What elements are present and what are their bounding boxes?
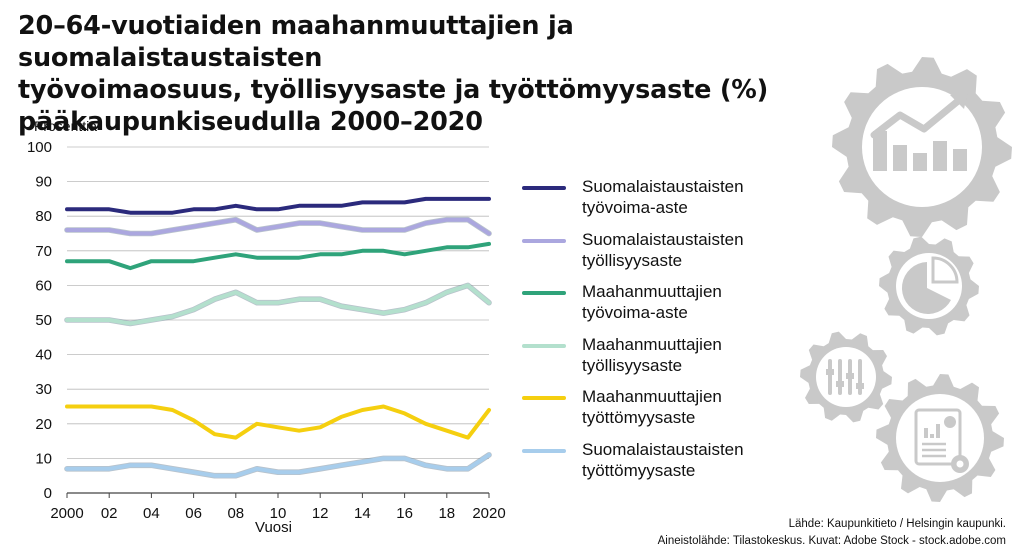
legend-item: Suomalaistaustaisten työvoima-aste [522, 176, 832, 229]
y-tick-label: 90 [35, 174, 52, 191]
line-chart-gear-icon [832, 57, 1012, 237]
legend-swatch [522, 343, 566, 348]
x-tick-label: 2000 [50, 505, 83, 522]
report-bar [936, 424, 940, 438]
legend-swatch [522, 291, 566, 295]
legend-swatch [522, 186, 566, 190]
report-bar [924, 428, 928, 438]
y-tick-label: 40 [35, 347, 52, 364]
legend-item: Maahanmuuttajien työllisyysaste [522, 334, 832, 387]
x-tick-label: 02 [101, 505, 118, 522]
legend-label: Suomalaistaustaisten työttömyysaste [582, 439, 832, 481]
x-tick-label: 04 [143, 505, 160, 522]
x-tick-label: 12 [312, 505, 329, 522]
x-tick-label: 16 [396, 505, 413, 522]
legend-label-line: työttömyysaste [582, 460, 696, 480]
legend-item: Maahanmuuttajien työvoima-aste [522, 281, 832, 334]
legend-label-line: Suomalaistaustaisten [582, 439, 744, 459]
source-line: Lähde: Kaupunkitieto / Helsingin kaupunk… [788, 518, 1006, 530]
y-tick-label: 20 [35, 416, 52, 433]
report-gear-icon [876, 374, 1004, 502]
series-line [65, 452, 491, 478]
series-line [65, 404, 491, 440]
legend-item: Maahanmuuttajien työttömyysaste [522, 386, 832, 439]
legend-label: Maahanmuuttajien työvoima-aste [582, 281, 832, 323]
legend-label-line: työllisyysaste [582, 250, 683, 270]
arrow-head [950, 91, 968, 109]
x-tick-label: 10 [270, 505, 287, 522]
slider-knob [826, 369, 834, 375]
pie-slice-outline [931, 256, 959, 284]
slider-knob [836, 381, 844, 387]
x-tick-label: 14 [354, 505, 371, 522]
source-line: Aineistolähde: Tilastokeskus. Kuvat: Ado… [657, 535, 1006, 547]
y-axis-label: Prosenttia [34, 118, 98, 134]
y-tick-label: 0 [44, 485, 52, 502]
bar-glyph [893, 145, 907, 171]
legend-swatch [522, 448, 566, 453]
sliders-gear-icon [800, 331, 892, 423]
bar-glyph [953, 149, 967, 171]
legend-item: Suomalaistaustaisten työttömyysaste [522, 439, 832, 492]
chart-title: 20–64-vuotiaiden maahanmuuttajien ja suo… [18, 10, 818, 138]
slider-knob [846, 373, 854, 379]
report-bar [930, 434, 934, 438]
source-note: Lähde: Kaupunkitieto / Helsingin kaupunk… [658, 516, 1006, 550]
bar-glyph [913, 153, 927, 171]
series-line [65, 283, 491, 326]
legend-label-line: Suomalaistaustaisten [582, 177, 744, 196]
document-frame [914, 408, 962, 466]
series-lines [64, 196, 492, 479]
y-tick-label: 80 [35, 208, 52, 225]
report-pie [944, 416, 956, 428]
pie-slice [901, 262, 951, 314]
x-tick-label: 18 [438, 505, 455, 522]
bar-glyph [933, 141, 947, 171]
slider-knob [856, 383, 864, 389]
title-line: työvoimaosuus, työllisyysaste ja työttöm… [18, 75, 769, 105]
legend-label-line: Maahanmuuttajien [582, 334, 722, 354]
x-axis-ticks: 2000 02 04 06 08 10 12 14 16 18 2020 [50, 493, 506, 522]
x-tick-label: 08 [227, 505, 244, 522]
trend-arrow [870, 97, 962, 139]
legend-label-line: työvoima-aste [582, 198, 688, 217]
legend-label: Maahanmuuttajien työllisyysaste [582, 334, 832, 376]
y-tick-label: 10 [35, 450, 52, 467]
x-tick-label: 2020 [472, 505, 505, 522]
legend-swatch [522, 238, 566, 243]
legend-label: Suomalaistaustaisten työllisyysaste [582, 229, 832, 271]
legend: Suomalaistaustaisten työvoima-aste Suoma… [522, 176, 832, 491]
legend-label-line: työllisyysaste [582, 355, 683, 375]
title-line: 20–64-vuotiaiden maahanmuuttajien ja suo… [18, 11, 574, 73]
y-tick-label: 100 [27, 139, 52, 156]
bar-glyph [873, 131, 887, 171]
y-tick-label: 70 [35, 243, 52, 260]
x-axis-label: Vuosi [255, 519, 292, 536]
y-tick-label: 30 [35, 381, 52, 398]
title-line: pääkaupunkiseudulla 2000–2020 [18, 107, 483, 137]
series-line [65, 241, 491, 271]
legend-label-line: työttömyysaste [582, 408, 696, 427]
series-line [65, 217, 491, 236]
legend-label-line: Suomalaistaustaisten [582, 229, 744, 249]
legend-label-line: Maahanmuuttajien [582, 387, 722, 406]
y-tick-label: 50 [35, 312, 52, 329]
pie-chart-gear-icon [879, 236, 979, 336]
legend-item: Suomalaistaustaisten työllisyysaste [522, 229, 832, 282]
y-tick-label: 60 [35, 277, 52, 294]
legend-label-line: Maahanmuuttajien [582, 282, 722, 301]
legend-label: Suomalaistaustaisten työvoima-aste [582, 176, 832, 218]
cog-hole [956, 460, 964, 468]
y-axis-ticks: 0 10 20 30 40 50 60 70 80 90 100 [27, 139, 52, 502]
legend-label-line: työvoima-aste [582, 303, 688, 322]
series-line [65, 196, 491, 215]
x-tick-label: 06 [185, 505, 202, 522]
legend-swatch [522, 396, 566, 400]
legend-label: Maahanmuuttajien työttömyysaste [582, 386, 832, 428]
